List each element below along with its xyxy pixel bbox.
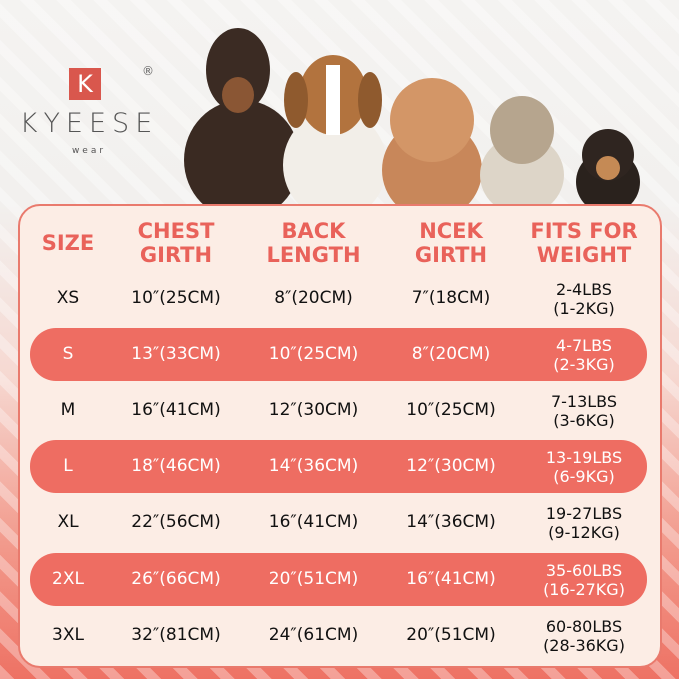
- table-row-s: S 13″(33CM) 10″(25CM) 8″(20CM) 4-7LBS (2-…: [30, 328, 647, 381]
- back-cell: 10″(25CM): [268, 344, 359, 364]
- back-cell: 12″(30CM): [268, 400, 359, 420]
- brand-logo: K ® KYEESE wear: [14, 62, 164, 162]
- schnauzer-image: [480, 96, 564, 210]
- table-row-xl: XL 22″(56CM) 16″(41CM) 14″(36CM) 19-27LB…: [30, 496, 647, 549]
- poodle-image: [382, 78, 482, 210]
- weight-cell: 19-27LBS (9-12KG): [545, 503, 623, 542]
- size-cell: M: [60, 400, 76, 420]
- weight-cell: 13-19LBS (6-9KG): [545, 447, 623, 486]
- table-row-l: L 18″(46CM) 14″(36CM) 12″(30CM) 13-19LBS…: [30, 440, 647, 493]
- size-cell: 3XL: [52, 625, 84, 645]
- back-cell: 8″(20CM): [274, 288, 353, 308]
- back-cell: 16″(41CM): [268, 512, 359, 532]
- dogs-image: [184, 28, 640, 210]
- chest-cell: 26″(66CM): [131, 569, 221, 589]
- neck-cell: 16″(41CM): [406, 569, 496, 589]
- neck-cell: 12″(30CM): [406, 456, 496, 476]
- neck-cell: 8″(20CM): [411, 344, 491, 364]
- chest-cell: 13″(33CM): [131, 344, 221, 364]
- doberman-image: [184, 28, 300, 210]
- chihuahua-image: [576, 129, 640, 210]
- chest-cell: 22″(56CM): [131, 512, 221, 532]
- header-chest-girth: CHEST GIRTH: [137, 218, 215, 267]
- table-row-m: M 16″(41CM) 12″(30CM) 10″(25CM) 7-13LBS(…: [30, 384, 647, 437]
- back-cell: 24″(61CM): [268, 625, 359, 645]
- neck-cell: 14″(36CM): [406, 512, 496, 532]
- brand-name: KYEESE: [19, 108, 159, 139]
- neck-cell: 20″(51CM): [406, 625, 496, 645]
- header-neck-girth: NCEK GIRTH: [414, 218, 488, 267]
- weight-cell: 60-80LBS (28-36KG): [543, 616, 625, 655]
- table-row-3xl: 3XL 32″(81CM) 24″(61CM) 20″(51CM) 60-80L…: [30, 609, 647, 662]
- chest-cell: 10″(25CM): [131, 288, 221, 308]
- back-cell: 14″(36CM): [268, 456, 359, 476]
- weight-cell: 35-60LBS (16-27KG): [543, 560, 625, 599]
- size-cell: S: [62, 344, 74, 364]
- neck-cell: 7″(18CM): [411, 288, 491, 308]
- logo-k-icon: K: [69, 68, 101, 100]
- size-chart-table: SIZE CHEST GIRTH BACK LENGTH NCEK GIRTH FIT…: [18, 204, 662, 668]
- weight-cell: 4-7LBS (2-3KG): [553, 335, 615, 374]
- back-cell: 20″(51CM): [268, 569, 359, 589]
- header-weight: FITS FOR WEIGHT: [530, 218, 638, 267]
- neck-cell: 10″(25CM): [406, 400, 496, 420]
- size-cell: 2XL: [52, 569, 84, 589]
- brand-sub: wear: [71, 146, 107, 156]
- beagle-image: [283, 55, 387, 210]
- chest-cell: 18″(46CM): [131, 456, 221, 476]
- table-row-xs: XS 10″(25CM) 8″(20CM) 7″(18CM) 2-4LBS (1-…: [30, 272, 647, 325]
- chest-cell: 16″(41CM): [131, 400, 221, 420]
- size-cell: L: [63, 456, 73, 476]
- header-back-length: BACK LENGTH: [266, 218, 361, 267]
- weight-cell: 2-4LBS (1-2KG): [553, 279, 615, 318]
- table-row-2xl: 2XL 26″(66CM) 20″(51CM) 16″(41CM) 35-60L…: [30, 553, 647, 606]
- weight-cell: 7-13LBS (3-6KG): [550, 391, 618, 430]
- chest-cell: 32″(81CM): [131, 625, 221, 645]
- size-cell: XS: [56, 288, 80, 308]
- header-size: SIZE: [41, 230, 95, 255]
- header-row: SIZE CHEST GIRTH BACK LENGTH NCEK GIRTH FIT…: [30, 216, 647, 269]
- registered-mark: ®: [142, 64, 154, 78]
- size-cell: XL: [57, 512, 79, 532]
